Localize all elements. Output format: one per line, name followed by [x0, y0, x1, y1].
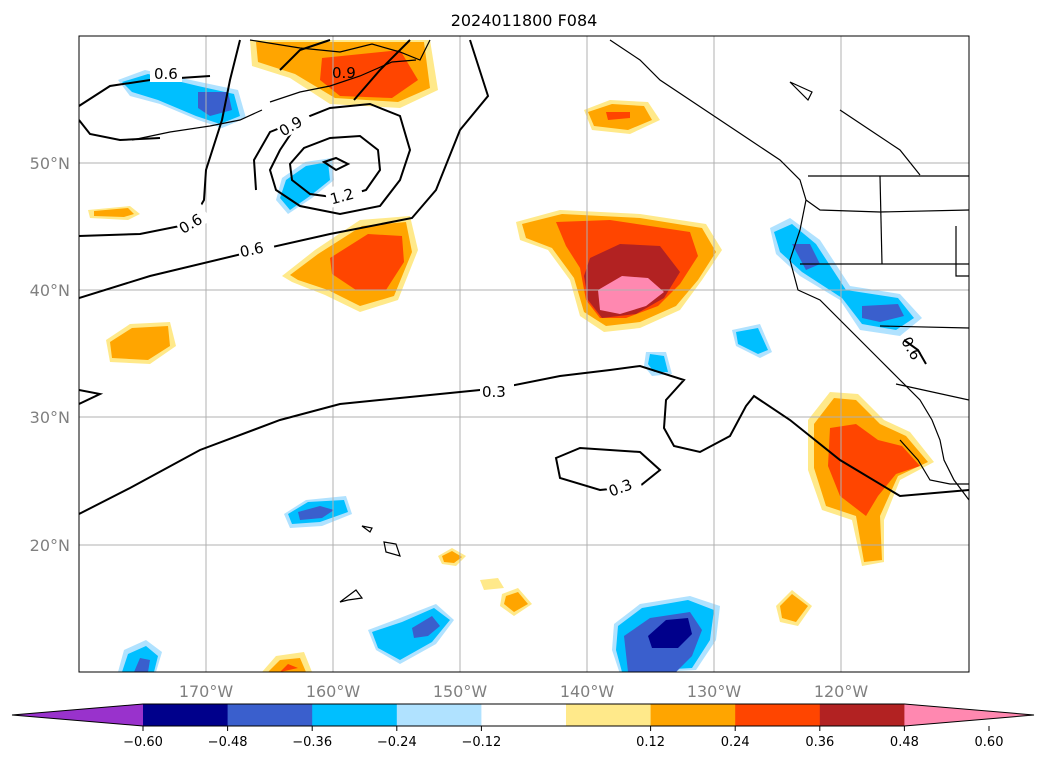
colorbar-segment	[566, 704, 652, 726]
lon-tick-label: 150°W	[433, 682, 488, 701]
map-grid	[79, 36, 969, 672]
colorbar-tick-label: 0.36	[805, 735, 834, 750]
lon-tick-label: 120°W	[814, 682, 869, 701]
map-frame	[78, 35, 970, 673]
colorbar-tick-label: −0.60	[123, 735, 163, 750]
lon-tick-label: 130°W	[687, 682, 742, 701]
colorbar-segment	[650, 704, 736, 726]
contour-label: 0.9	[332, 64, 356, 82]
lon-tick-labels: 170°W 160°W 150°W 140°W 130°W 120°W	[179, 682, 869, 701]
lat-tick-label: 40°N	[30, 281, 70, 300]
colorbar-extend-low	[12, 704, 143, 726]
map-panel: 0.6 0.9 0.9 1.2 0.6 0.6 0.3 0.3 0.6	[79, 36, 969, 672]
contour-label: 0.3	[482, 383, 506, 401]
contour-labels: 0.6 0.9 0.9 1.2 0.6 0.6 0.3 0.3 0.6	[150, 64, 925, 501]
colorbar-tick-label: −0.48	[208, 735, 248, 750]
lat-tick-label: 20°N	[30, 536, 70, 555]
colorbar-tick-label: −0.36	[292, 735, 332, 750]
lon-tick-label: 140°W	[560, 682, 615, 701]
contour-label: 1.2	[328, 185, 356, 209]
lat-tick-label: 50°N	[30, 154, 70, 173]
colorbar-tick-label: −0.24	[377, 735, 417, 750]
colorbar-tick-label: −0.12	[461, 735, 501, 750]
colorbar-segment	[396, 704, 482, 726]
contour-label: 0.6	[154, 65, 178, 83]
contour-label: 0.6	[238, 239, 265, 262]
figure-title: 2024011800 F084	[451, 11, 598, 30]
lon-tick-label: 170°W	[179, 682, 234, 701]
colorbar-segment	[312, 704, 398, 726]
colorbar-tick-label: 0.24	[721, 735, 750, 750]
colorbar: −0.60 −0.48 −0.36 −0.24 −0.12 0.12 0.24 0.36 0.4…	[11, 703, 1035, 750]
coastlines	[131, 39, 969, 603]
colorbar-segment	[227, 704, 313, 726]
colorbar-segment	[735, 704, 821, 726]
lat-tick-label: 30°N	[30, 408, 70, 427]
colorbar-tick-label: 0.60	[975, 735, 1004, 750]
colorbar-segment	[481, 704, 567, 726]
colorbar-extend-high	[904, 704, 1034, 726]
lon-tick-label: 160°W	[306, 682, 361, 701]
colorbar-tick-label: 0.48	[890, 735, 919, 750]
colorbar-segment	[143, 704, 229, 726]
lat-tick-labels: 50°N 40°N 30°N 20°N	[30, 154, 70, 555]
anomaly-fields	[88, 40, 934, 672]
colorbar-segment	[819, 704, 905, 726]
colorbar-tick-label: 0.12	[636, 735, 665, 750]
